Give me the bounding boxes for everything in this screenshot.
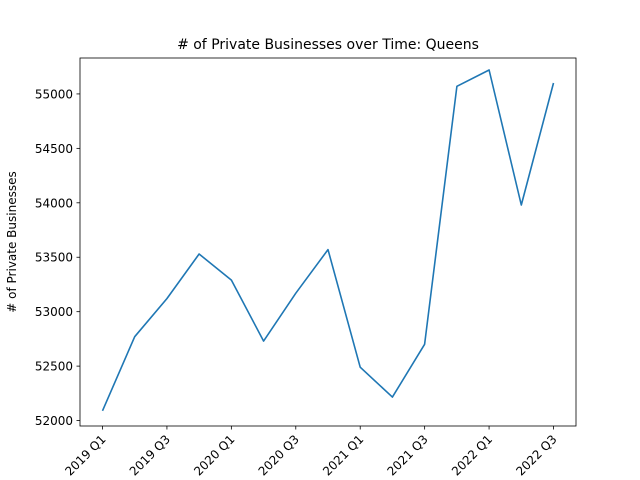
y-axis-label: # of Private Businesses [5, 171, 19, 312]
plot-frame [79, 57, 577, 427]
series-layer [101, 69, 555, 412]
y-tick-label: 53000 [35, 305, 73, 319]
y-tick-label: 54500 [35, 142, 73, 156]
y-tick-label: 52000 [35, 414, 73, 428]
series-line [101, 69, 555, 412]
y-tick-label: 53500 [35, 251, 73, 265]
y-tick-label: 54000 [35, 196, 73, 210]
y-tick-label: 52500 [35, 360, 73, 374]
y-axis: 52000 52500 53000 53500 54000 54500 55000 [35, 87, 80, 428]
chart-title: # of Private Businesses over Time: Queen… [177, 37, 479, 53]
y-tick-label: 55000 [35, 87, 73, 101]
